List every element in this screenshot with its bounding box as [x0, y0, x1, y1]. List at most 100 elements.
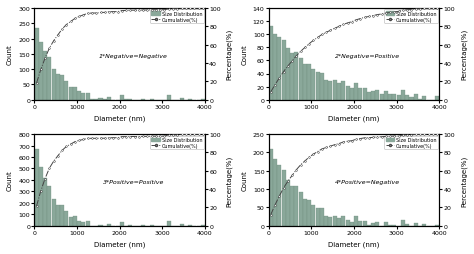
- Bar: [435, 225, 439, 226]
- X-axis label: Diameter (nm): Diameter (nm): [94, 241, 146, 247]
- Bar: [52, 199, 55, 226]
- Bar: [307, 200, 311, 226]
- Bar: [392, 94, 396, 100]
- X-axis label: Diameter (nm): Diameter (nm): [94, 115, 146, 121]
- Bar: [401, 91, 405, 100]
- Bar: [294, 186, 298, 226]
- Text: 1*Negative=Negative: 1*Negative=Negative: [99, 54, 168, 59]
- Bar: [333, 81, 337, 100]
- Bar: [307, 65, 311, 100]
- Bar: [303, 65, 307, 100]
- Bar: [188, 225, 192, 226]
- Bar: [64, 81, 68, 100]
- Bar: [107, 224, 111, 226]
- Bar: [410, 98, 413, 100]
- Bar: [363, 89, 366, 100]
- Bar: [303, 199, 307, 226]
- Bar: [273, 160, 277, 226]
- Bar: [167, 96, 171, 100]
- Bar: [39, 43, 43, 100]
- Bar: [354, 83, 358, 100]
- Bar: [120, 222, 124, 226]
- Bar: [282, 170, 286, 226]
- Bar: [69, 217, 73, 226]
- Bar: [47, 58, 51, 100]
- Bar: [337, 84, 341, 100]
- Bar: [392, 225, 396, 226]
- Bar: [56, 75, 60, 100]
- Bar: [77, 221, 81, 226]
- Bar: [47, 186, 51, 226]
- Bar: [82, 94, 85, 100]
- Bar: [311, 205, 315, 226]
- Bar: [69, 87, 73, 100]
- Bar: [290, 186, 294, 226]
- Bar: [371, 224, 375, 226]
- Bar: [375, 222, 379, 226]
- X-axis label: Diameter (nm): Diameter (nm): [328, 115, 380, 121]
- Bar: [346, 86, 349, 100]
- Bar: [346, 220, 349, 226]
- Bar: [56, 205, 60, 226]
- Bar: [52, 69, 55, 100]
- Bar: [363, 221, 366, 226]
- Bar: [35, 149, 38, 226]
- Legend: Size Distribution, Cumulative(%): Size Distribution, Cumulative(%): [384, 10, 438, 24]
- Bar: [388, 95, 392, 100]
- Bar: [43, 52, 47, 100]
- Bar: [299, 58, 302, 100]
- Bar: [405, 95, 409, 100]
- Bar: [324, 80, 328, 100]
- Bar: [435, 97, 439, 100]
- Bar: [350, 222, 354, 226]
- Y-axis label: Percentage(%): Percentage(%): [226, 29, 233, 80]
- Bar: [367, 225, 371, 226]
- Bar: [422, 225, 426, 226]
- Y-axis label: Count: Count: [7, 170, 13, 190]
- Bar: [311, 70, 315, 100]
- Y-axis label: Count: Count: [241, 170, 247, 190]
- Bar: [320, 209, 324, 226]
- Bar: [120, 96, 124, 100]
- Bar: [60, 75, 64, 100]
- Y-axis label: Percentage(%): Percentage(%): [226, 155, 233, 206]
- Bar: [299, 193, 302, 226]
- Bar: [180, 98, 183, 100]
- Bar: [388, 225, 392, 226]
- Bar: [294, 53, 298, 100]
- Y-axis label: Percentage(%): Percentage(%): [461, 155, 467, 206]
- Bar: [397, 96, 401, 100]
- Bar: [150, 225, 154, 226]
- Bar: [350, 89, 354, 100]
- Text: 2*Negative=Positive: 2*Negative=Positive: [335, 54, 400, 59]
- Bar: [337, 218, 341, 226]
- Bar: [358, 221, 362, 226]
- Legend: Size Distribution, Cumulative(%): Size Distribution, Cumulative(%): [384, 136, 438, 150]
- Bar: [99, 98, 102, 100]
- Y-axis label: Count: Count: [241, 44, 247, 65]
- Bar: [375, 91, 379, 100]
- Y-axis label: Count: Count: [7, 44, 13, 65]
- Bar: [86, 93, 90, 100]
- Bar: [384, 223, 388, 226]
- Bar: [64, 211, 68, 226]
- Legend: Size Distribution, Cumulative(%): Size Distribution, Cumulative(%): [150, 10, 203, 24]
- Bar: [316, 208, 319, 226]
- Bar: [128, 99, 132, 100]
- Bar: [107, 97, 111, 100]
- Bar: [371, 92, 375, 100]
- Bar: [418, 99, 422, 100]
- Bar: [60, 205, 64, 226]
- Bar: [180, 224, 183, 226]
- Bar: [35, 29, 38, 100]
- Bar: [341, 216, 345, 226]
- Bar: [354, 216, 358, 226]
- Bar: [43, 178, 47, 226]
- Bar: [316, 73, 319, 100]
- Bar: [401, 220, 405, 226]
- Bar: [77, 92, 81, 100]
- Bar: [414, 223, 418, 226]
- Bar: [277, 166, 282, 226]
- Bar: [167, 221, 171, 226]
- Bar: [328, 82, 332, 100]
